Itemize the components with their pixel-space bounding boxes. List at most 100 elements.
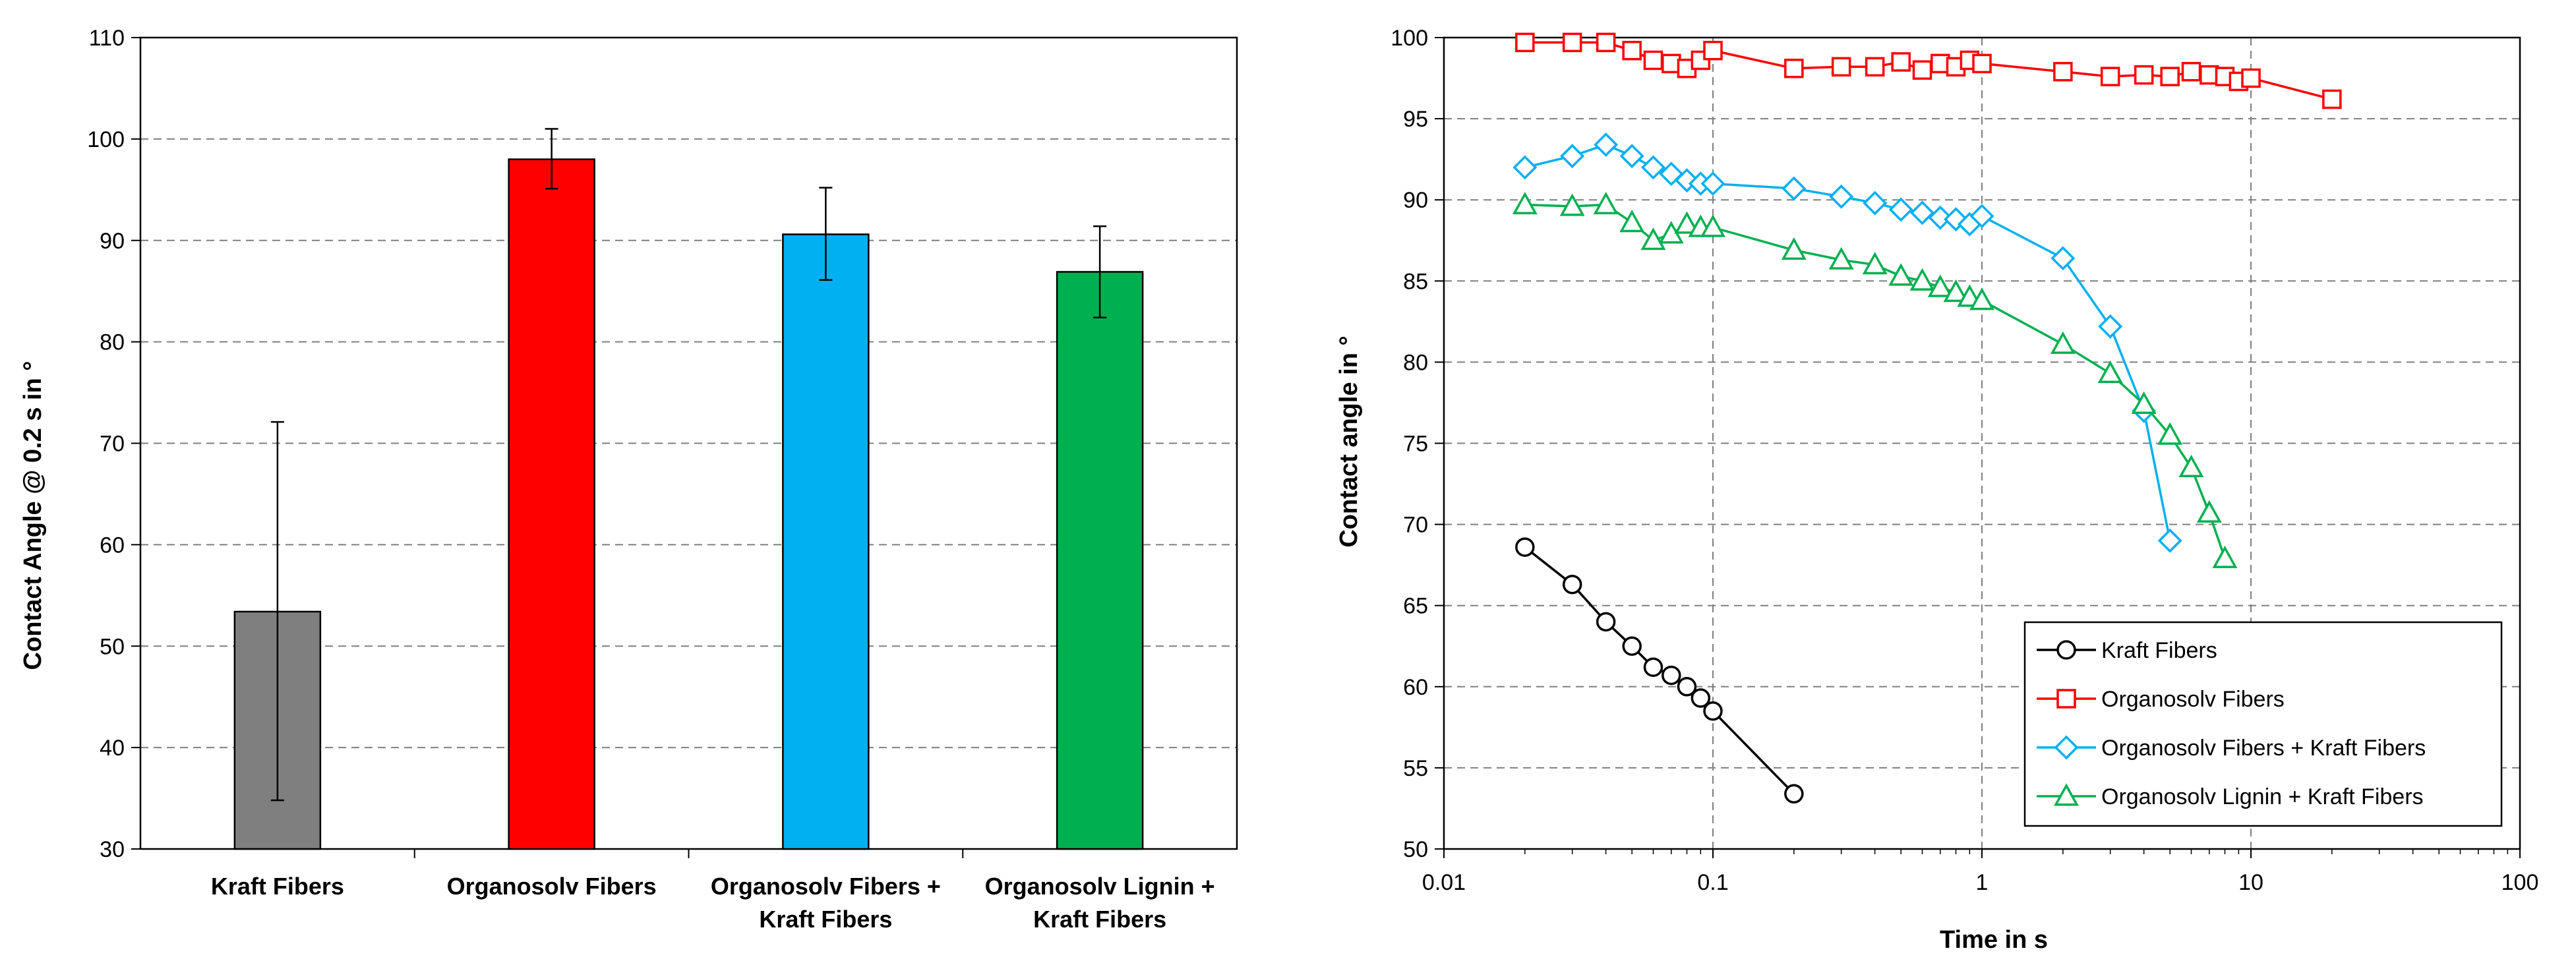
data-point-series-3 (1619, 144, 1644, 169)
data-point-series-2 (2322, 89, 2342, 109)
data-point-series-2 (1784, 59, 1804, 78)
legend-label: Organosolv Lignin + Kraft Fibers (2101, 784, 2424, 809)
data-point-series-4 (2212, 545, 2238, 568)
line-chart-x-tick-label: 0.01 (1422, 870, 1466, 895)
data-point-series-1 (1677, 677, 1697, 697)
data-point-series-4 (1862, 252, 1888, 275)
data-point-series-4 (2131, 391, 2157, 414)
bar-chart-y-tick-label: 100 (87, 127, 125, 152)
data-point-series-4 (2196, 500, 2222, 523)
data-point-series-4 (1619, 210, 1645, 233)
data-point-series-4 (2050, 331, 2076, 354)
data-point-series-2 (2181, 61, 2202, 82)
data-point-series-3 (1641, 155, 1665, 180)
data-point-series-2 (1562, 32, 1582, 53)
data-point-series-1 (1622, 636, 1642, 656)
data-point-series-2 (1703, 40, 1723, 61)
data-point-series-3 (1910, 200, 1934, 225)
data-point-series-2 (1865, 57, 1885, 77)
series-line-3 (1524, 143, 2171, 541)
line-chart-y-tick-label: 75 (1403, 432, 1428, 457)
data-point-series-2 (1662, 53, 1681, 74)
line-chart: Contact angle in ° Time in s 50 55 60 65 70 7… (1335, 26, 2538, 954)
line-chart-y-axis-title: Contact angle in ° (1335, 336, 1363, 547)
data-point-series-4 (1593, 191, 1619, 215)
data-point-series-3 (1969, 204, 1994, 229)
data-point-series-1 (1596, 612, 1616, 632)
data-point-series-4 (2097, 361, 2123, 384)
data-point-series-2 (2134, 65, 2154, 85)
category-label: Organosolv Fibers + (711, 873, 941, 900)
data-point-series-4 (2157, 422, 2183, 445)
data-point-series-1 (1691, 688, 1711, 708)
line-chart-x-tick-label: 1 (1976, 870, 1989, 895)
legend-swatch-marker (2056, 689, 2076, 709)
bar (508, 158, 595, 850)
bar-chart-y-tick-label: 90 (100, 229, 125, 254)
data-point-series-4 (2178, 454, 2204, 477)
data-point-series-4 (1969, 287, 1994, 310)
category-label: Organosolv Lignin + (985, 873, 1215, 900)
data-point-series-2 (1891, 52, 1911, 72)
legend-label: Kraft Fibers (2101, 638, 2217, 663)
data-point-series-4 (1640, 227, 1666, 250)
data-point-series-3 (1928, 205, 1953, 230)
data-point-series-1 (1662, 665, 1681, 686)
data-point-series-3 (1863, 190, 1888, 216)
data-point-series-3 (1594, 132, 1619, 157)
line-chart-y-tick-label: 60 (1403, 675, 1428, 700)
line-chart-y-tick-label: 70 (1403, 513, 1428, 538)
data-point-series-4 (1512, 191, 1538, 215)
line-chart-x-tick-label: 100 (2501, 870, 2539, 895)
legend-swatch-marker (2056, 640, 2076, 660)
data-point-series-2 (2160, 67, 2180, 86)
data-point-series-3 (2098, 314, 2123, 339)
data-point-series-2 (1515, 32, 1535, 53)
line-chart-y-tick-label: 90 (1403, 188, 1428, 213)
bar (1056, 271, 1144, 850)
data-point-series-1 (1515, 537, 1535, 557)
bar-chart: Contact Angle @ 0.2 s in ° 30 40 50 60 70 80 9… (19, 26, 1238, 933)
data-point-series-4 (1888, 263, 1914, 286)
data-point-series-3 (1513, 155, 1538, 180)
data-point-series-3 (1888, 197, 1913, 222)
data-point-series-4 (1909, 268, 1935, 291)
data-point-series-3 (1560, 144, 1585, 169)
bar-chart-y-tick-label: 70 (100, 432, 125, 457)
bar-chart-y-tick-label: 40 (100, 736, 125, 761)
bar (782, 233, 870, 850)
data-point-series-2 (1831, 57, 1851, 77)
legend-box (2023, 621, 2503, 827)
data-point-series-4 (1674, 211, 1700, 234)
data-point-series-3 (2157, 528, 2182, 553)
line-chart-plot-frame (1443, 36, 2521, 850)
legend-label: Organosolv Fibers (2101, 687, 2285, 712)
data-point-series-4 (1828, 247, 1854, 270)
category-label: Kraft Fibers (211, 873, 344, 900)
line-chart-y-tick-label: 55 (1403, 756, 1428, 781)
data-point-series-2 (1596, 32, 1616, 53)
bar-chart-y-tick-label: 50 (100, 634, 125, 659)
category-label: Organosolv Fibers (447, 873, 657, 900)
data-point-series-2 (2241, 68, 2261, 88)
data-point-series-2 (2100, 67, 2120, 86)
data-point-series-1 (1703, 701, 1723, 721)
data-point-series-2 (1622, 40, 1642, 61)
data-point-series-3 (1782, 176, 1807, 201)
data-point-series-2 (2053, 61, 2073, 82)
line-chart-x-axis-title: Time in s (1940, 926, 2048, 954)
line-chart-x-tick-label: 0.1 (1697, 870, 1728, 895)
data-point-series-4 (1700, 214, 1725, 237)
bar-chart-y-tick-label: 110 (89, 26, 125, 51)
category-label: Kraft Fibers (1033, 906, 1166, 933)
data-point-series-4 (1781, 237, 1807, 260)
bar-chart-y-axis-title: Contact Angle @ 0.2 s in ° (19, 361, 47, 670)
data-point-series-1 (1784, 784, 1804, 804)
data-point-series-2 (1972, 53, 1992, 74)
bar-chart-y-tick-label: 60 (100, 533, 125, 558)
line-chart-y-tick-label: 100 (1391, 26, 1428, 51)
data-point-series-4 (1943, 279, 1969, 303)
bar-chart-y-tick-label: 30 (100, 837, 125, 862)
